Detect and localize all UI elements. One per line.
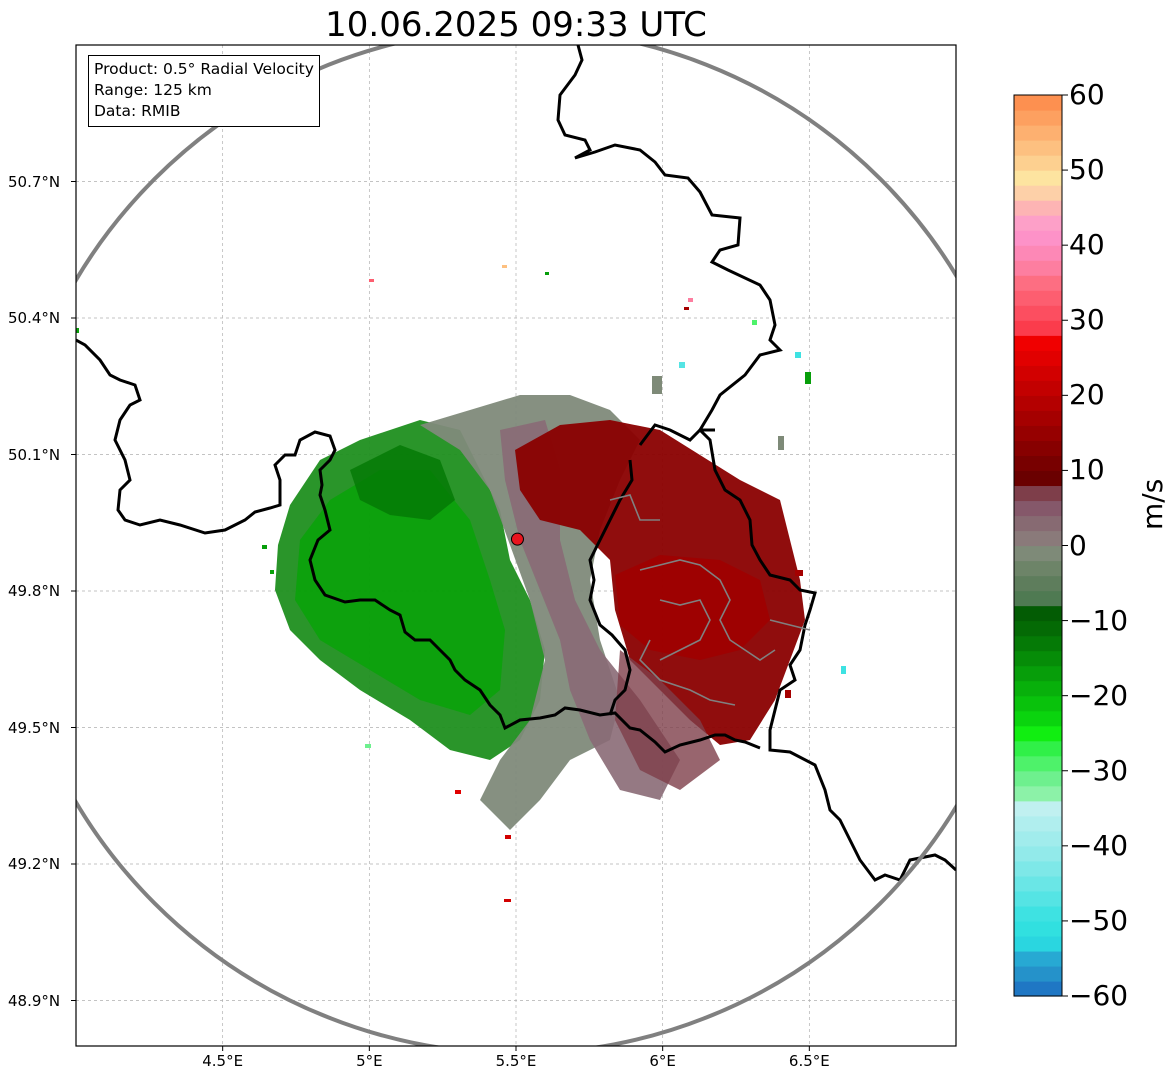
echo-speck — [455, 790, 461, 794]
subborder — [609, 494, 811, 706]
colorbar-tick-label: 60 — [1069, 78, 1105, 111]
colorbar-tick-label: 30 — [1069, 303, 1105, 337]
lon-tick-label: 6°E — [649, 1052, 676, 1070]
echo-speck — [76, 328, 79, 333]
lat-tick-label: 50.4°N — [8, 309, 61, 327]
lat-tick-label: 49.8°N — [8, 582, 61, 600]
velocity-echoes — [76, 265, 846, 902]
echo-speck — [365, 744, 371, 748]
colorbar-unit: m/s — [1136, 478, 1169, 530]
echo-speck — [545, 272, 549, 275]
colorbar-tick-label: −60 — [1069, 979, 1129, 1012]
colorbar-tick-label: 0 — [1069, 528, 1087, 562]
colorbar-tick-label: −30 — [1069, 753, 1129, 787]
lon-tick-label: 6.5°E — [788, 1052, 830, 1070]
colorbar-tick-label: 50 — [1069, 153, 1105, 187]
border-west — [76, 338, 761, 754]
echo-speck — [752, 320, 757, 325]
map-title: 10.06.2025 09:33 UTC — [325, 5, 707, 45]
echo-speck — [841, 666, 846, 674]
country-borders — [76, 45, 956, 882]
radar-site-marker[interactable] — [510, 532, 524, 546]
colorbar-tick-label: −50 — [1069, 903, 1129, 937]
echo-outbound-core — [615, 555, 770, 660]
echo-speck — [502, 265, 507, 268]
lat-tick-label: 48.9°N — [8, 991, 61, 1010]
echo-speck — [262, 545, 267, 549]
colorbar-tick-label: 20 — [1069, 378, 1105, 412]
info-data-source: Data: RMIB — [94, 102, 181, 120]
echo-inbound-bright — [295, 470, 505, 715]
echo-speck — [795, 352, 801, 358]
echo-speck — [684, 307, 689, 310]
echo-speck — [270, 570, 274, 574]
province-borders — [609, 494, 811, 706]
echo-speck — [504, 899, 511, 902]
lat-tick-label: 50.1°N — [8, 445, 61, 464]
lon-tick-label: 5°E — [356, 1052, 383, 1070]
border-east — [556, 45, 956, 882]
info-range: Range: 125 km — [94, 81, 212, 99]
lon-tick-label: 5.5°E — [495, 1052, 537, 1070]
colorbar-tick-label: 40 — [1069, 228, 1105, 262]
axis-ticks — [71, 181, 810, 1051]
echo-inbound-core — [350, 445, 455, 520]
echo-speck — [785, 690, 791, 698]
echo-speck — [652, 376, 662, 394]
echo-speck — [778, 436, 784, 450]
echo-speck — [805, 372, 811, 384]
echo-speck — [369, 279, 374, 282]
lat-tick-label: 49.5°N — [8, 718, 61, 737]
echo-speck — [688, 298, 693, 302]
info-box: Product: 0.5° Radial Velocity Range: 125… — [88, 55, 320, 127]
colorbar-tick-label: 10 — [1069, 453, 1105, 487]
lat-tick-label: 50.7°N — [8, 172, 61, 191]
echo-speck — [679, 362, 685, 368]
echo-speck — [505, 835, 511, 839]
echo-speck — [795, 570, 803, 576]
lat-tick-label: 49.2°N — [8, 855, 61, 873]
colorbar-tick-label: −40 — [1069, 828, 1129, 862]
border-inner — [588, 423, 715, 716]
echo-outbound-edge — [615, 650, 720, 790]
lon-tick-label: 4.5°E — [202, 1052, 244, 1070]
colorbar-tick-label: −20 — [1069, 678, 1129, 712]
colorbar-tick-label: −10 — [1069, 603, 1129, 637]
info-product: Product: 0.5° Radial Velocity — [94, 60, 314, 78]
